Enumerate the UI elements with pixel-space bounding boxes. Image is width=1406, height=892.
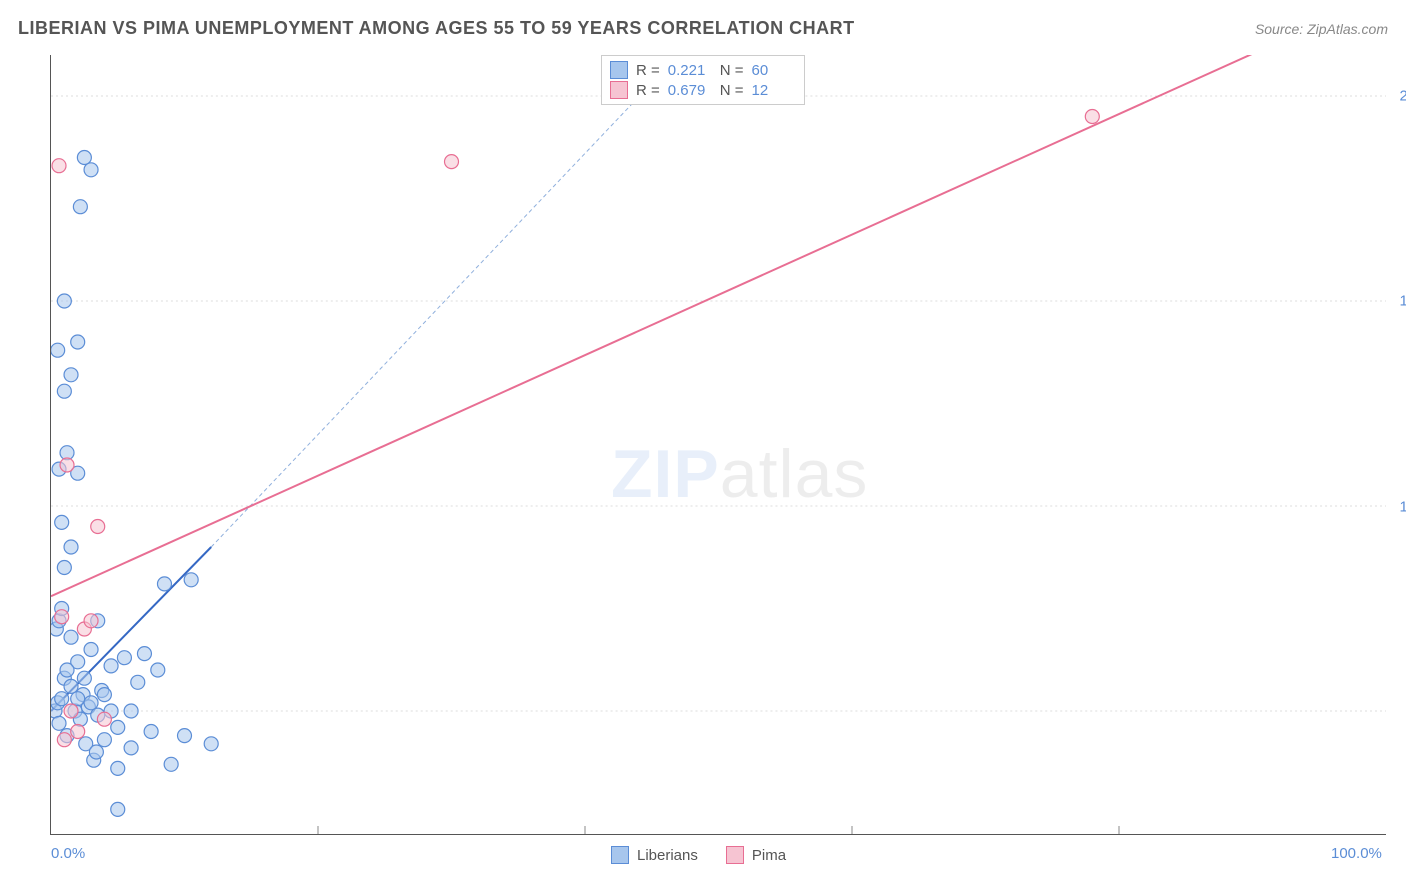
- stats-row-liberians: R = 0.221 N = 60: [610, 60, 796, 80]
- source-attribution: Source: ZipAtlas.com: [1255, 21, 1388, 37]
- legend-label-pima: Pima: [752, 847, 786, 864]
- legend-swatch-pima: [726, 846, 744, 864]
- ytick-label: 10.0%: [1399, 498, 1406, 515]
- swatch-liberians: [610, 61, 628, 79]
- stats-row-pima: R = 0.679 N = 12: [610, 80, 796, 100]
- xtick-label: 0.0%: [51, 845, 85, 862]
- swatch-pima: [610, 81, 628, 99]
- chart-header: LIBERIAN VS PIMA UNEMPLOYMENT AMONG AGES…: [18, 18, 1388, 39]
- watermark-zip: ZIP: [611, 436, 720, 512]
- r-value-pima: 0.679: [668, 82, 712, 99]
- plot-area: ZIPatlas R = 0.221 N = 60 R = 0.679 N = …: [50, 55, 1386, 835]
- legend-swatch-liberians: [611, 846, 629, 864]
- r-label: R =: [636, 82, 660, 99]
- legend-label-liberians: Liberians: [637, 847, 698, 864]
- ytick-label: 15.0%: [1399, 293, 1406, 310]
- ytick-label: 20.0%: [1399, 88, 1406, 105]
- watermark: ZIPatlas: [611, 435, 868, 513]
- chart-title: LIBERIAN VS PIMA UNEMPLOYMENT AMONG AGES…: [18, 18, 855, 39]
- watermark-atlas: atlas: [720, 436, 869, 512]
- r-value-liberians: 0.221: [668, 62, 712, 79]
- xtick-label: 100.0%: [1331, 845, 1382, 862]
- n-label: N =: [720, 82, 744, 99]
- n-label: N =: [720, 62, 744, 79]
- legend-item-liberians: Liberians: [611, 846, 698, 864]
- correlation-stats-box: R = 0.221 N = 60 R = 0.679 N = 12: [601, 55, 805, 105]
- legend-item-pima: Pima: [726, 846, 786, 864]
- n-value-pima: 12: [752, 82, 796, 99]
- r-label: R =: [636, 62, 660, 79]
- series-legend: Liberians Pima: [611, 846, 786, 864]
- n-value-liberians: 60: [752, 62, 796, 79]
